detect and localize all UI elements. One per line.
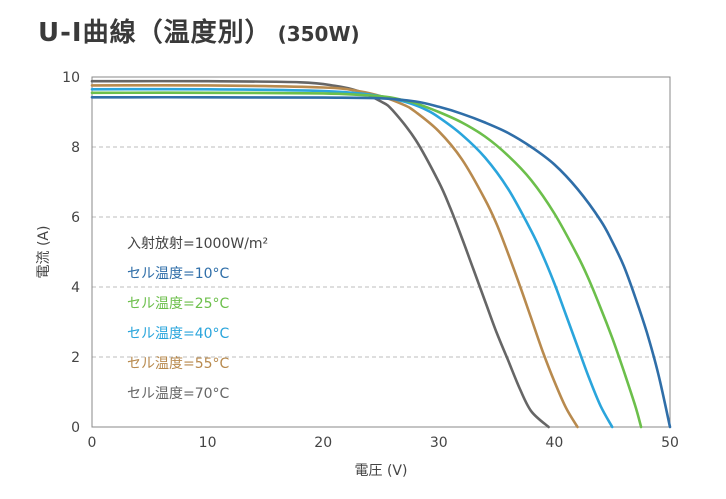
- series-line: [90, 79, 550, 429]
- series-line: [90, 83, 579, 429]
- chart-subtitle: (350W): [277, 22, 360, 46]
- y-tick-label: 8: [71, 140, 80, 156]
- series-line: [90, 91, 643, 429]
- legend: 入射放射=1000W/m² セル温度=10°C セル温度=25°C セル温度=40°…: [127, 236, 268, 402]
- x-tick-label: 50: [661, 435, 679, 451]
- series-line: [90, 95, 672, 429]
- x-tick-label: 30: [430, 435, 448, 451]
- y-tick-label: 4: [71, 280, 80, 296]
- legend-entry: セル温度=40°C: [127, 326, 230, 342]
- chart-title: U-I曲線（温度別）: [38, 18, 272, 48]
- axis-ticks: 0 2 4 6 8 10 0 10 20 30 40 50: [62, 70, 679, 451]
- x-axis-label: 電圧 (V): [355, 463, 408, 479]
- legend-entry: セル温度=55°C: [127, 356, 230, 372]
- y-tick-label: 2: [71, 350, 80, 366]
- y-tick-label: 6: [71, 210, 80, 226]
- legend-entry: セル温度=10°C: [127, 266, 230, 282]
- y-tick-label: 10: [62, 70, 80, 86]
- x-tick-label: 40: [545, 435, 563, 451]
- plot-area-frame: [91, 76, 671, 428]
- x-tick-label: 20: [314, 435, 332, 451]
- series-lines: [90, 79, 672, 429]
- x-tick-label: 10: [199, 435, 217, 451]
- chart-title-block: U-I曲線（温度別） (350W): [38, 12, 360, 49]
- legend-entry: セル温度=70°C: [127, 386, 230, 402]
- y-axis-label: 電流 (A): [36, 226, 52, 279]
- x-tick-label: 0: [88, 435, 97, 451]
- series-line: [90, 87, 614, 429]
- y-tick-label: 0: [71, 420, 80, 436]
- irradiance-note: 入射放射=1000W/m²: [127, 236, 268, 252]
- grid-lines: [92, 146, 670, 358]
- legend-entry: セル温度=25°C: [127, 296, 230, 312]
